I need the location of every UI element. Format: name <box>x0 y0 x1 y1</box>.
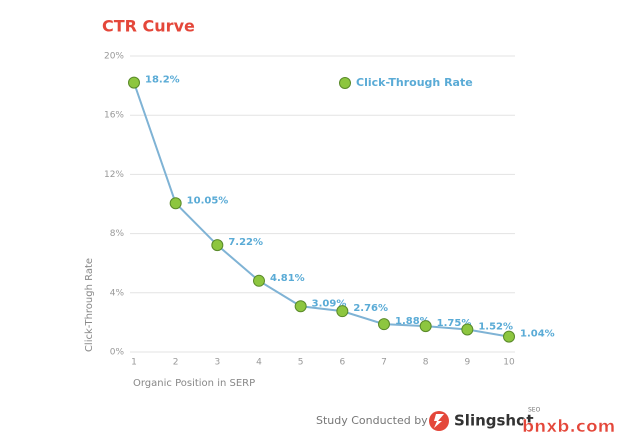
x-tick-label: 9 <box>464 358 470 368</box>
point <box>419 320 432 333</box>
x-tick-label: 7 <box>381 358 387 368</box>
point <box>336 305 349 318</box>
legend-label: Click-Through Rate <box>356 76 473 89</box>
legend-marker <box>339 77 351 89</box>
y-tick-label: 12% <box>104 170 124 180</box>
value-label: 3.09% <box>312 298 347 309</box>
y-tick-label: 0% <box>110 348 125 358</box>
value-label: 2.76% <box>353 303 388 314</box>
point <box>169 197 182 210</box>
value-label: 4.81% <box>270 273 305 284</box>
point <box>378 318 390 331</box>
value-label: 1.04% <box>520 329 555 340</box>
point <box>503 330 515 343</box>
x-tick-label: 8 <box>423 358 429 368</box>
y-tick-label: 16% <box>104 111 124 121</box>
y-axis-title: Click-Through Rate <box>84 258 95 352</box>
brand-name: Slingshot <box>454 412 534 430</box>
series-line <box>133 82 510 338</box>
y-tick-label: 20% <box>104 52 124 62</box>
point <box>211 239 224 252</box>
value-label: 1.88% <box>395 316 430 327</box>
watermark: bnxb.com <box>522 417 615 437</box>
x-tick-label: 2 <box>173 358 179 368</box>
y-tick-label: 8% <box>110 229 125 239</box>
point <box>253 274 265 287</box>
value-label: 18.2% <box>145 75 180 86</box>
value-label: 10.05% <box>187 195 229 206</box>
brand-suffix: SEO <box>528 407 541 414</box>
x-axis-title: Organic Position in SERP <box>133 378 255 389</box>
value-label: 1.52% <box>478 322 513 333</box>
footer-text: Study Conducted by <box>316 414 428 427</box>
point <box>128 76 140 89</box>
x-tick-label: 4 <box>256 358 262 368</box>
brand-logo-mark <box>434 414 444 428</box>
point <box>461 323 474 336</box>
x-tick-label: 6 <box>339 358 345 368</box>
x-tick-label: 10 <box>503 358 515 368</box>
value-label: 7.22% <box>228 237 263 248</box>
x-tick-label: 5 <box>298 358 304 368</box>
value-label: 1.75% <box>437 318 472 329</box>
x-tick-label: 3 <box>214 358 220 368</box>
chart-title: CTR Curve <box>102 17 195 36</box>
x-tick-label: 1 <box>131 358 137 368</box>
point <box>294 300 307 313</box>
y-tick-label: 4% <box>110 288 125 298</box>
